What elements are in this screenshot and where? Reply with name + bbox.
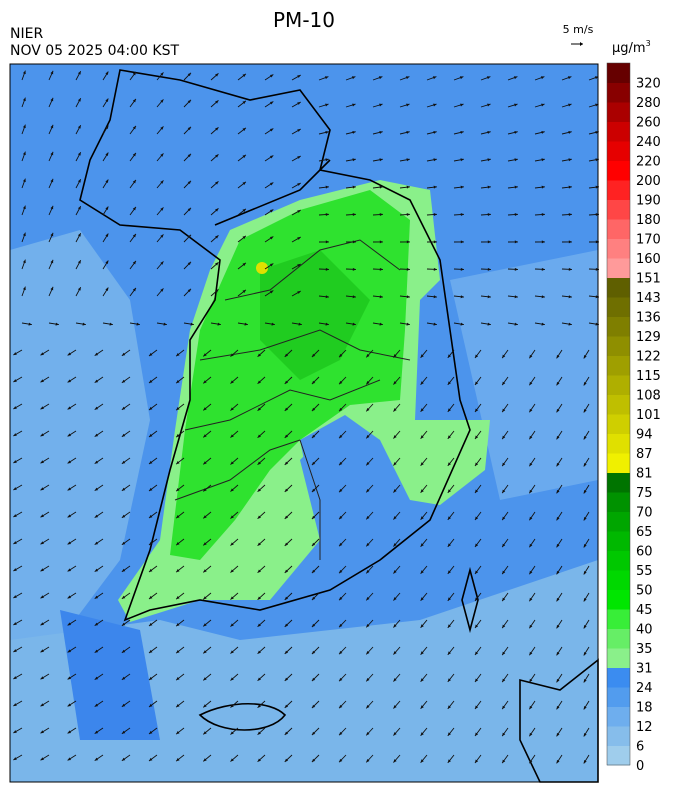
colorbar-label: 136: [636, 311, 661, 326]
colorbar-swatch: [607, 200, 630, 220]
wind-scale: 5 m/s: [563, 23, 594, 36]
colorbar-label: 240: [636, 135, 661, 150]
colorbar-swatch: [607, 180, 630, 200]
colorbar-label: 81: [636, 467, 653, 482]
colorbar-label: 45: [636, 603, 653, 618]
colorbar-label: 18: [636, 701, 653, 716]
colorbar: 0 6 12 18 24 31 35 40 45 50 55 60 65 70 75 81 87 94 101 108…: [607, 63, 661, 774]
colorbar-label: 190: [636, 194, 661, 209]
colorbar-label: 31: [636, 662, 653, 677]
colorbar-label: 180: [636, 213, 661, 228]
colorbar-swatch: [607, 395, 630, 415]
colorbar-label: 75: [636, 486, 653, 501]
colorbar-label: 320: [636, 77, 661, 92]
colorbar-label: 70: [636, 506, 653, 521]
colorbar-swatch: [607, 102, 630, 122]
colorbar-swatch: [607, 336, 630, 356]
colorbar-label: 260: [636, 116, 661, 131]
colorbar-swatch: [607, 414, 630, 434]
colorbar-label: 101: [636, 408, 661, 423]
unit-base: μg/m: [612, 41, 646, 56]
colorbar-label: 12: [636, 720, 653, 735]
colorbar-swatch: [607, 492, 630, 512]
unit-exponent: 3: [646, 39, 651, 48]
unit: μg/m3: [612, 39, 651, 56]
colorbar-label: 151: [636, 272, 661, 287]
colorbar-swatch: [607, 161, 630, 181]
colorbar-label: 65: [636, 525, 653, 540]
colorbar-swatch: [607, 668, 630, 688]
datetime: NOV 05 2025 04:00 KST: [10, 43, 179, 59]
colorbar-label: 55: [636, 564, 653, 579]
colorbar-label: 24: [636, 681, 653, 696]
colorbar-swatch: [607, 278, 630, 298]
colorbar-swatch: [607, 453, 630, 473]
colorbar-label: 160: [636, 252, 661, 267]
colorbar-label: 87: [636, 447, 653, 462]
colorbar-swatch: [607, 512, 630, 532]
colorbar-label: 0: [636, 759, 644, 774]
colorbar-swatch: [607, 434, 630, 454]
colorbar-label: 40: [636, 623, 653, 638]
colorbar-label: 220: [636, 155, 661, 170]
colorbar-label: 94: [636, 428, 653, 443]
colorbar-swatch: [607, 141, 630, 161]
colorbar-label: 115: [636, 369, 661, 384]
colorbar-swatch: [607, 707, 630, 727]
title: PM-10: [273, 8, 335, 32]
colorbar-label: 143: [636, 291, 661, 306]
colorbar-swatch: [607, 629, 630, 649]
colorbar-swatch: [607, 83, 630, 103]
colorbar-swatch: [607, 570, 630, 590]
agency: NIER: [10, 26, 43, 42]
colorbar-label: 60: [636, 545, 653, 560]
colorbar-swatch: [607, 122, 630, 142]
colorbar-label: 200: [636, 174, 661, 189]
colorbar-swatch: [607, 239, 630, 259]
colorbar-label: 129: [636, 330, 661, 345]
colorbar-swatch: [607, 258, 630, 278]
colorbar-swatch: [607, 317, 630, 337]
wind-scale-arrowhead: [580, 42, 583, 46]
colorbar-swatch: [607, 297, 630, 317]
map: [10, 64, 598, 782]
colorbar-swatch: [607, 531, 630, 551]
colorbar-swatch: [607, 375, 630, 395]
colorbar-swatch: [607, 356, 630, 376]
colorbar-swatch: [607, 726, 630, 746]
colorbar-label: 35: [636, 642, 653, 657]
colorbar-swatch: [607, 219, 630, 239]
colorbar-swatch: [607, 648, 630, 668]
colorbar-label: 122: [636, 350, 661, 365]
colorbar-swatch: [607, 687, 630, 707]
colorbar-swatch: [607, 551, 630, 571]
colorbar-swatch: [607, 746, 630, 766]
colorbar-swatch: [607, 473, 630, 493]
colorbar-label: 280: [636, 96, 661, 111]
colorbar-label: 108: [636, 389, 661, 404]
colorbar-label: 50: [636, 584, 653, 599]
colorbar-swatch: [607, 590, 630, 610]
colorbar-swatch: [607, 609, 630, 629]
colorbar-label: 6: [636, 740, 644, 755]
colorbar-swatch: [607, 63, 630, 83]
colorbar-label: 170: [636, 233, 661, 248]
